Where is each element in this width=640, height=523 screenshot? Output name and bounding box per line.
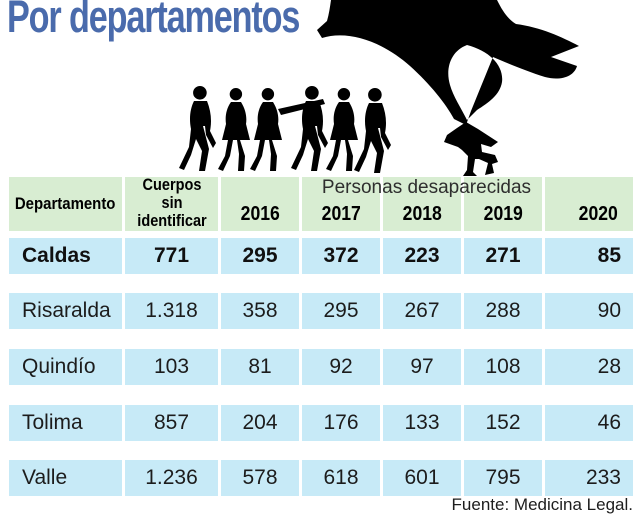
cell-2017: 295 bbox=[302, 293, 380, 329]
table-row-risaralda: Risaralda 1.318 358 295 267 288 90 bbox=[9, 293, 633, 329]
cell-2020: 90 bbox=[545, 293, 633, 329]
header-cell-cuerpos-sin-identificar: Cuerpos sin identificar bbox=[125, 176, 218, 231]
header-cell-2016: 2016 bbox=[221, 177, 299, 231]
cell-2019: 152 bbox=[464, 405, 542, 441]
cell-2019: 271 bbox=[464, 238, 542, 274]
header-cell-2019: 2019 bbox=[464, 177, 542, 231]
cell-2020: 28 bbox=[545, 349, 633, 385]
cell-2020: 233 bbox=[545, 460, 633, 496]
cell-2017: 176 bbox=[302, 405, 380, 441]
cell-2016: 204 bbox=[221, 405, 299, 441]
departments-table: Departamento Cuerpos sin identificar 201… bbox=[9, 176, 633, 496]
cell-2016: 295 bbox=[221, 238, 299, 274]
cell-2018: 267 bbox=[383, 293, 461, 329]
header-cell-2017: 2017 bbox=[302, 177, 380, 231]
table-row-valle: Valle 1.236 578 618 601 795 233 bbox=[9, 460, 633, 496]
cell-2016: 81 bbox=[221, 349, 299, 385]
cell-2016: 578 bbox=[221, 460, 299, 496]
header-cell-2020: 2020 bbox=[545, 177, 633, 231]
cell-cuerpos: 1.236 bbox=[125, 460, 218, 496]
pointing-arm-silhouette bbox=[278, 99, 325, 115]
table-header-row: Departamento Cuerpos sin identificar 201… bbox=[9, 176, 633, 231]
source-note: Fuente: Medicina Legal. bbox=[451, 495, 633, 514]
cell-2017: 372 bbox=[302, 238, 380, 274]
cell-cuerpos: 1.318 bbox=[125, 293, 218, 329]
cell-department-name: Valle bbox=[9, 460, 122, 496]
table-row-quindio: Quindío 103 81 92 97 108 28 bbox=[9, 349, 633, 385]
table-row-caldas: Caldas 771 295 372 223 271 85 bbox=[9, 238, 633, 274]
header-cell-departamento: Departamento bbox=[9, 177, 122, 231]
cell-department-name: Caldas bbox=[9, 238, 122, 274]
cell-department-name: Risaralda bbox=[9, 293, 122, 329]
cell-2018: 133 bbox=[383, 405, 461, 441]
cell-2019: 288 bbox=[464, 293, 542, 329]
cell-2017: 618 bbox=[302, 460, 380, 496]
page-title: Por departamentos bbox=[7, 0, 392, 39]
group-header-personas-desaparecidas: Personas desaparecidas bbox=[321, 177, 532, 198]
table-row-tolima: Tolima 857 204 176 133 152 46 bbox=[9, 405, 633, 441]
cell-2016: 358 bbox=[221, 293, 299, 329]
cell-department-name: Tolima bbox=[9, 405, 122, 441]
cell-2019: 108 bbox=[464, 349, 542, 385]
cell-2018: 223 bbox=[383, 238, 461, 274]
cell-cuerpos: 771 bbox=[125, 238, 218, 274]
cell-2019: 795 bbox=[464, 460, 542, 496]
page-title-text: Por departamentos bbox=[7, 0, 300, 42]
header-cell-2018: 2018 bbox=[383, 177, 461, 231]
cell-cuerpos: 857 bbox=[125, 405, 218, 441]
cell-2017: 92 bbox=[302, 349, 380, 385]
cell-cuerpos: 103 bbox=[125, 349, 218, 385]
dangling-person-silhouette bbox=[444, 122, 498, 176]
cell-department-name: Quindío bbox=[9, 349, 122, 385]
cell-2018: 601 bbox=[383, 460, 461, 496]
cell-2020: 46 bbox=[545, 405, 633, 441]
cell-2020: 85 bbox=[545, 238, 633, 274]
walking-crowd-silhouette bbox=[179, 85, 391, 173]
cell-2018: 97 bbox=[383, 349, 461, 385]
